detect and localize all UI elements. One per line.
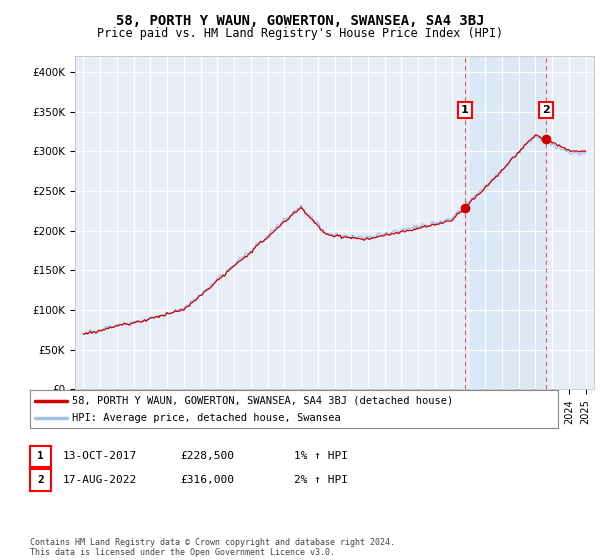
Text: 17-AUG-2022: 17-AUG-2022: [63, 475, 137, 485]
Text: £316,000: £316,000: [180, 475, 234, 485]
Text: 1: 1: [461, 105, 469, 115]
Text: 2: 2: [37, 475, 44, 485]
Text: 2: 2: [542, 105, 550, 115]
Bar: [465, 56, 546, 389]
Text: 1: 1: [37, 451, 44, 461]
Text: £228,500: £228,500: [180, 451, 234, 461]
Text: 58, PORTH Y WAUN, GOWERTON, SWANSEA, SA4 3BJ: 58, PORTH Y WAUN, GOWERTON, SWANSEA, SA4…: [116, 14, 484, 28]
Text: 1% ↑ HPI: 1% ↑ HPI: [294, 451, 348, 461]
Text: Price paid vs. HM Land Registry's House Price Index (HPI): Price paid vs. HM Land Registry's House …: [97, 27, 503, 40]
Text: 58, PORTH Y WAUN, GOWERTON, SWANSEA, SA4 3BJ (detached house): 58, PORTH Y WAUN, GOWERTON, SWANSEA, SA4…: [72, 395, 454, 405]
Text: 13-OCT-2017: 13-OCT-2017: [63, 451, 137, 461]
Text: Contains HM Land Registry data © Crown copyright and database right 2024.
This d: Contains HM Land Registry data © Crown c…: [30, 538, 395, 557]
Text: 2% ↑ HPI: 2% ↑ HPI: [294, 475, 348, 485]
Text: HPI: Average price, detached house, Swansea: HPI: Average price, detached house, Swan…: [72, 413, 341, 423]
